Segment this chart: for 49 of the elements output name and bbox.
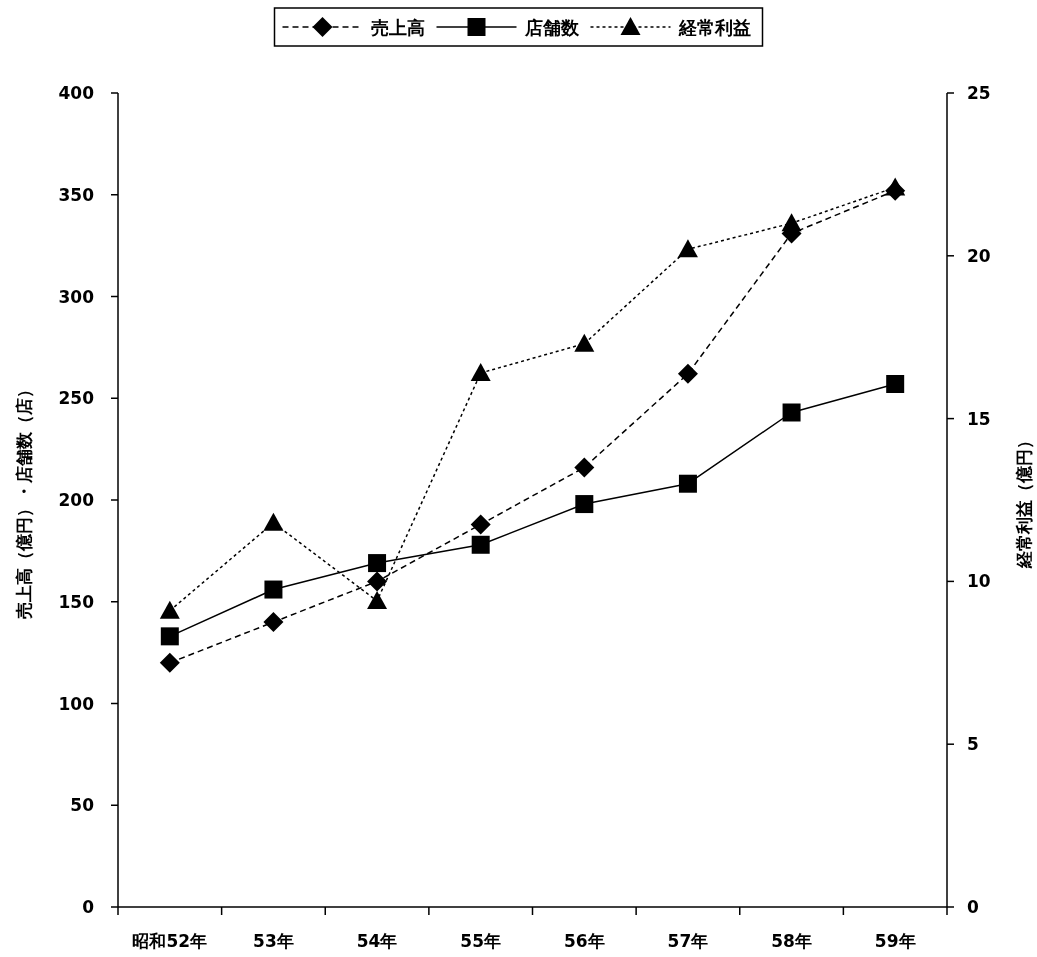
point (574, 457, 595, 478)
y2-tick-label: 5 (967, 734, 979, 755)
y-tick-label: 400 (58, 83, 95, 103)
x-tick-label: 55年 (460, 931, 502, 951)
y2-tick-label: 0 (967, 897, 979, 917)
y-tick-label: 250 (58, 388, 95, 409)
point (677, 239, 698, 258)
x-tick-label: 58年 (771, 931, 812, 951)
y2-tick-label: 20 (967, 245, 991, 266)
y-tick-label: 300 (58, 286, 95, 307)
point (470, 363, 491, 382)
point (574, 333, 595, 352)
y2-tick-label: 15 (967, 408, 991, 429)
point (263, 612, 284, 633)
point (575, 495, 594, 514)
point (471, 535, 490, 554)
point (885, 180, 906, 201)
x-tick-label: 53年 (253, 931, 294, 951)
point (367, 590, 388, 609)
point (678, 474, 697, 493)
legend-label: 経常利益 (677, 17, 751, 38)
point (782, 403, 801, 422)
y2-tick-label: 10 (967, 571, 991, 592)
point (368, 554, 387, 573)
y-axis-title: 売上高（億円）・店舗数（店） (14, 381, 34, 619)
legend-label: 売上高 (370, 17, 425, 38)
x-tick-label: 56年 (563, 931, 605, 951)
y-tick-label: 50 (70, 795, 95, 816)
point (470, 514, 491, 535)
point (677, 363, 698, 384)
y-tick-label: 150 (58, 591, 95, 612)
y2-axis-title: 経常利益（億円） (1014, 432, 1034, 569)
point (886, 375, 905, 394)
x-tick-label: 57年 (667, 931, 709, 951)
x-tick-label: 54年 (356, 931, 398, 951)
x-tick-label: 59年 (874, 931, 916, 951)
y-tick-label: 100 (58, 693, 95, 714)
x-tick-label: 昭和52年 (132, 931, 208, 951)
point (160, 627, 179, 646)
point (264, 580, 283, 599)
legend-label: 店舗数 (523, 17, 580, 38)
y-tick-label: 200 (58, 490, 95, 510)
y2-tick-label: 25 (967, 83, 991, 103)
y-tick-label: 350 (58, 184, 95, 205)
y-tick-label: 0 (82, 897, 95, 917)
point (159, 652, 180, 673)
point (263, 512, 284, 531)
point (367, 571, 388, 592)
point (159, 600, 180, 619)
